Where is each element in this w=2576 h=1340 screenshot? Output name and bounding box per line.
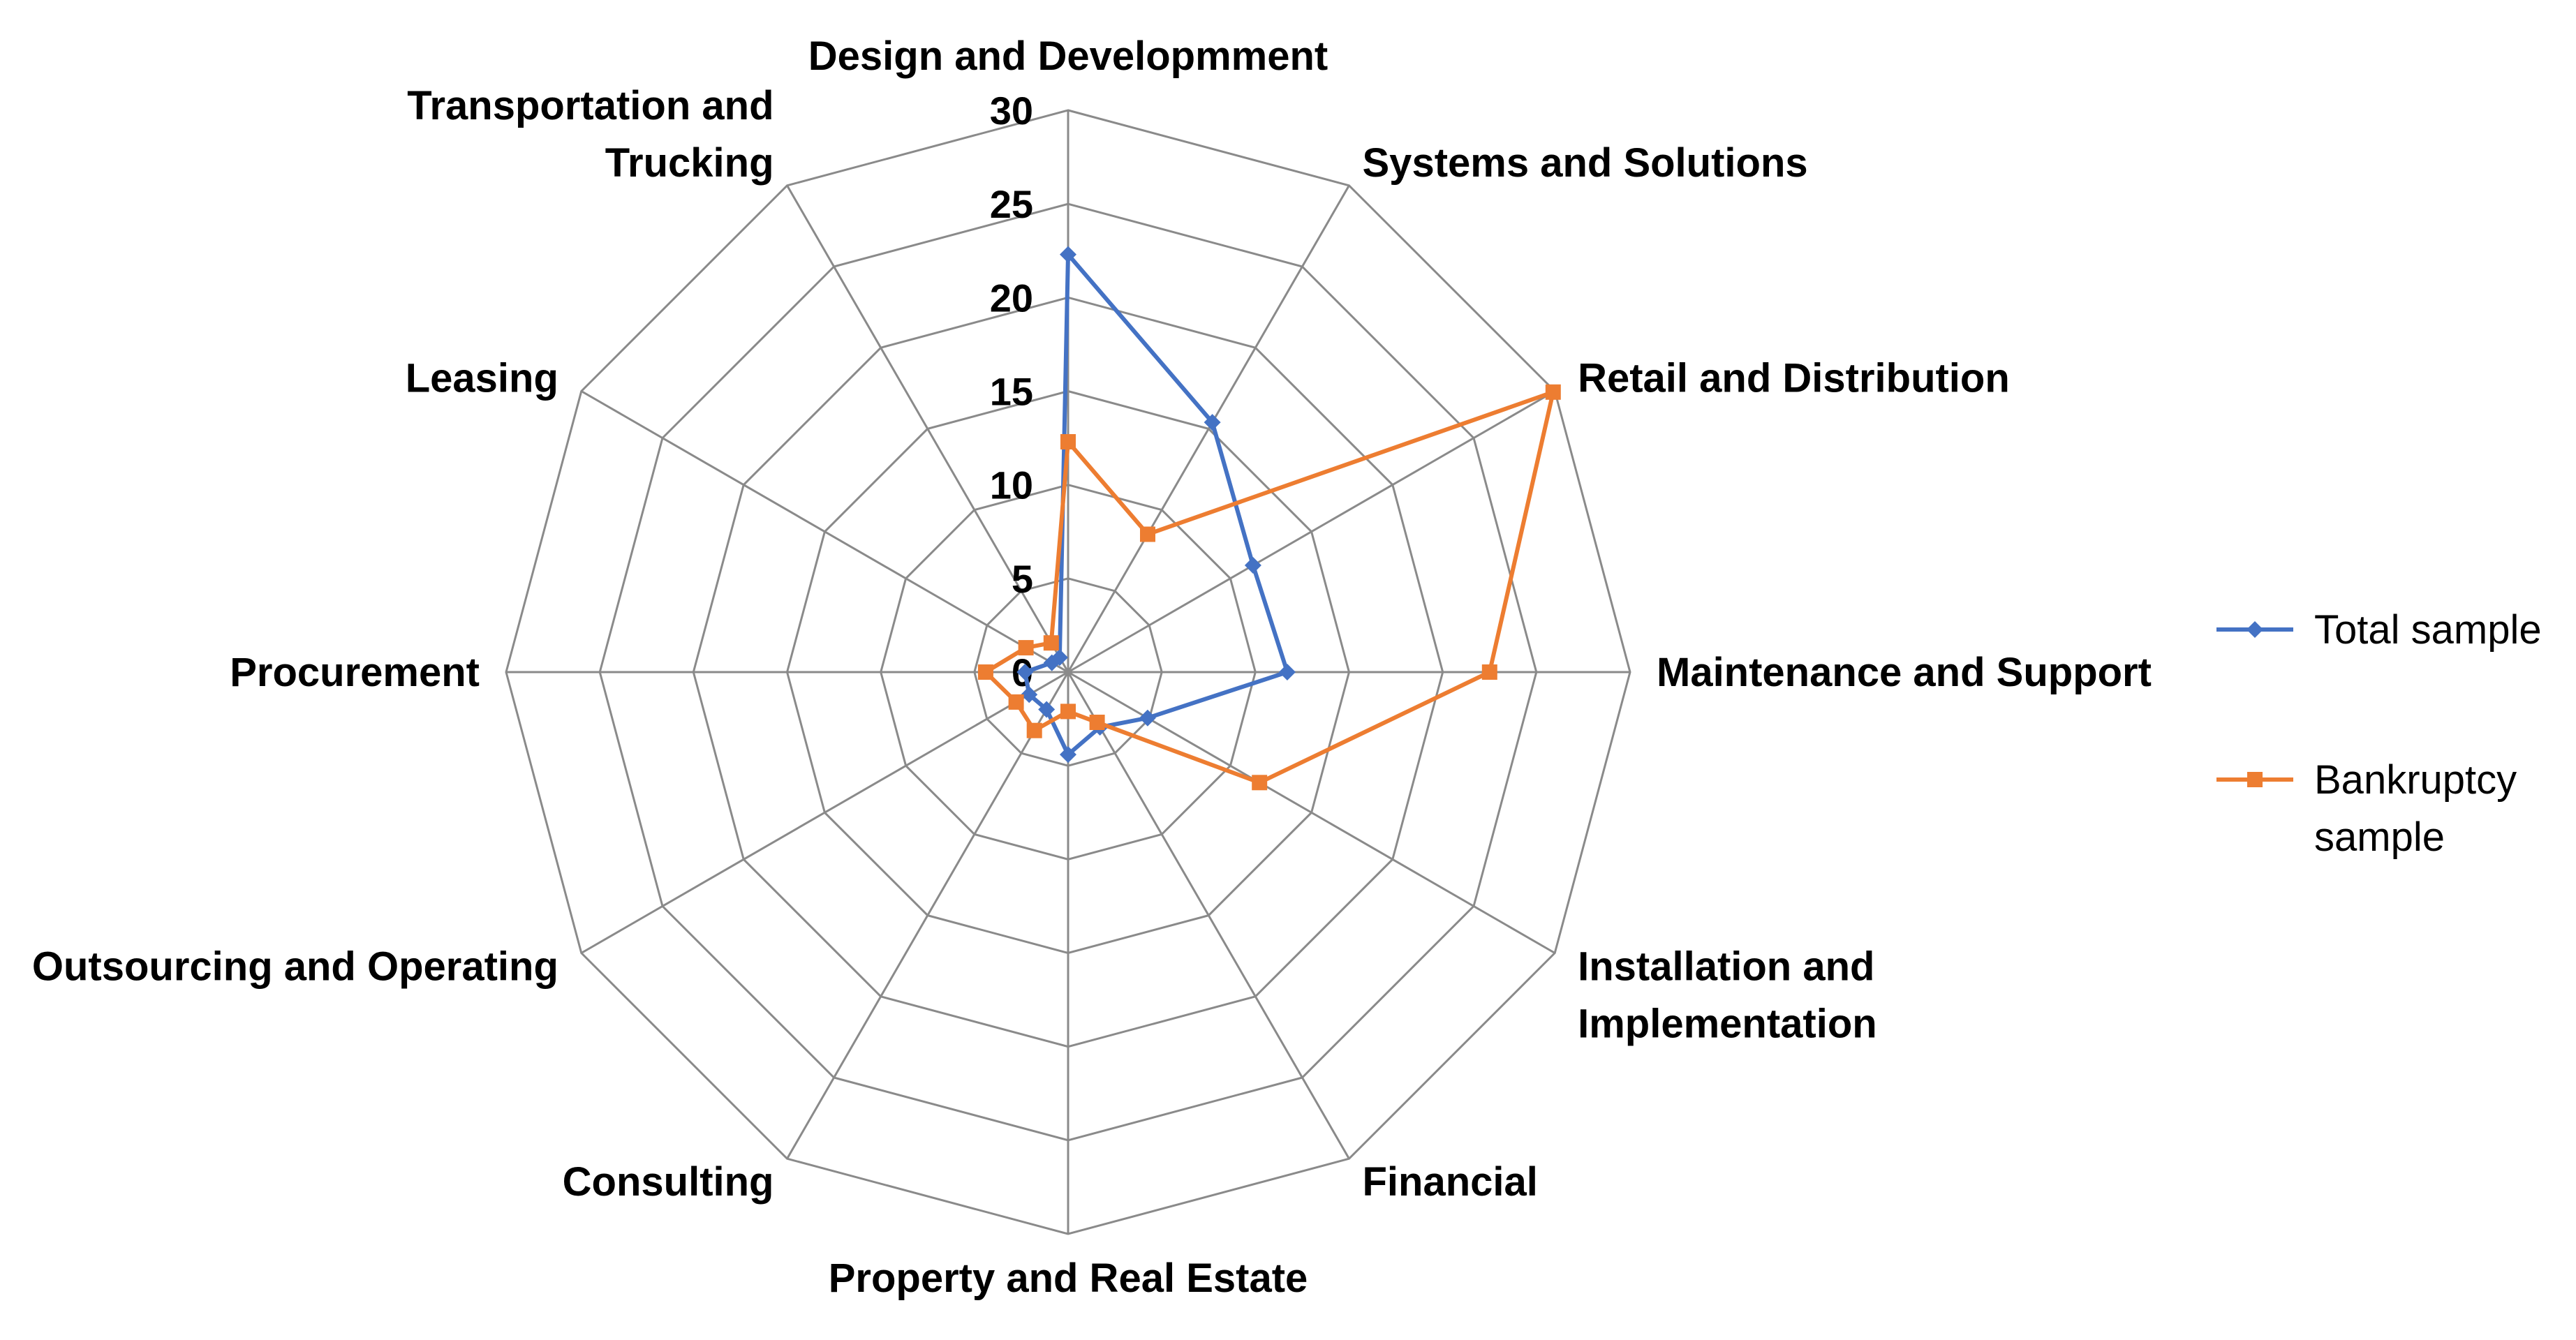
data-point-bankruptcy-sample-design-and-developmment (1060, 434, 1076, 449)
data-point-total-sample-transportation-and-trucking (1051, 649, 1068, 667)
data-point-bankruptcy-sample-financial (1089, 715, 1105, 730)
legend-marker-square (2247, 772, 2263, 787)
tick-label: 20 (990, 276, 1033, 320)
data-point-bankruptcy-sample-property-and-real-estate (1060, 704, 1076, 720)
legend-item-bankruptcy-sample: Bankruptcy sample (2216, 757, 2517, 860)
spoke-installation-and-implementation (1067, 671, 1555, 954)
data-point-bankruptcy-sample-consulting (1026, 722, 1042, 738)
tick-label: 30 (990, 89, 1033, 133)
category-label-consulting: Consulting (563, 1159, 774, 1205)
spoke-financial (1067, 671, 1350, 1159)
category-label-financial: Financial (1363, 1159, 1538, 1205)
data-point-total-sample-maintenance-and-support (1278, 664, 1296, 680)
data-point-bankruptcy-sample-procurement (977, 664, 993, 680)
spoke-outsourcing-and-operating (581, 671, 1069, 954)
data-point-total-sample-systems-and-solutions (1204, 414, 1221, 431)
spoke-transportation-and-trucking (786, 185, 1069, 673)
category-label-installation-and-implementation: Installation and Implementation (1578, 944, 1877, 1047)
legend-label: Total sample (2314, 607, 2542, 653)
category-label-procurement: Procurement (230, 650, 480, 695)
tick-label: 15 (990, 370, 1033, 414)
series-total-sample (1016, 246, 1296, 764)
data-point-total-sample-outsourcing-and-operating (1021, 686, 1038, 704)
category-label-outsourcing-and-operating: Outsourcing and Operating (32, 944, 558, 990)
data-point-total-sample-installation-and-implementation (1139, 709, 1156, 727)
spoke-retail-and-distribution (1067, 390, 1555, 673)
data-point-total-sample-design-and-developmment (1060, 246, 1076, 263)
category-label-transportation-and-trucking: Transportation and Trucking (407, 83, 773, 186)
legend: Total sample Bankruptcy sample (2216, 607, 2542, 860)
data-point-total-sample-property-and-real-estate (1060, 746, 1076, 764)
category-label-design-and-developmment: Design and Developmment (808, 34, 1328, 79)
data-point-total-sample-procurement (1016, 664, 1034, 680)
data-point-bankruptcy-sample-maintenance-and-support (1481, 664, 1497, 680)
category-label-retail-and-distribution: Retail and Distribution (1578, 356, 2010, 401)
data-series (977, 246, 1561, 791)
data-point-bankruptcy-sample-retail-and-distribution (1545, 384, 1561, 400)
spoke-leasing (581, 390, 1069, 673)
category-label-property-and-real-estate: Property and Real Estate (829, 1256, 1308, 1301)
series-bankruptcy-sample (977, 384, 1561, 791)
tick-label: 25 (990, 182, 1033, 226)
data-point-bankruptcy-sample-leasing (1018, 640, 1034, 656)
category-label-systems-and-solutions: Systems and Solutions (1363, 140, 1808, 186)
tick-label: 10 (990, 463, 1033, 507)
data-point-bankruptcy-sample-outsourcing-and-operating (1008, 694, 1024, 710)
legend-marker-diamond (2246, 621, 2263, 638)
category-label-leasing: Leasing (406, 356, 558, 401)
category-labels: Design and Developmment Systems and Solut… (32, 34, 2152, 1301)
tick-label: 5 (1012, 557, 1033, 601)
data-point-bankruptcy-sample-transportation-and-trucking (1043, 635, 1059, 651)
data-point-bankruptcy-sample-installation-and-implementation (1252, 775, 1268, 791)
legend-label: Bankruptcy sample (2314, 757, 2517, 860)
legend-item-total-sample: Total sample (2216, 607, 2542, 653)
data-point-total-sample-retail-and-distribution (1244, 557, 1261, 574)
spoke-systems-and-solutions (1067, 185, 1350, 673)
data-point-bankruptcy-sample-systems-and-solutions (1140, 526, 1155, 542)
data-point-total-sample-consulting (1038, 701, 1056, 718)
spoke-consulting (786, 671, 1069, 1159)
radial-axis-ticks: 051015202530 (990, 89, 1033, 694)
category-label-maintenance-and-support: Maintenance and Support (1657, 650, 2152, 695)
series-line-bankruptcy-sample (983, 389, 1555, 785)
